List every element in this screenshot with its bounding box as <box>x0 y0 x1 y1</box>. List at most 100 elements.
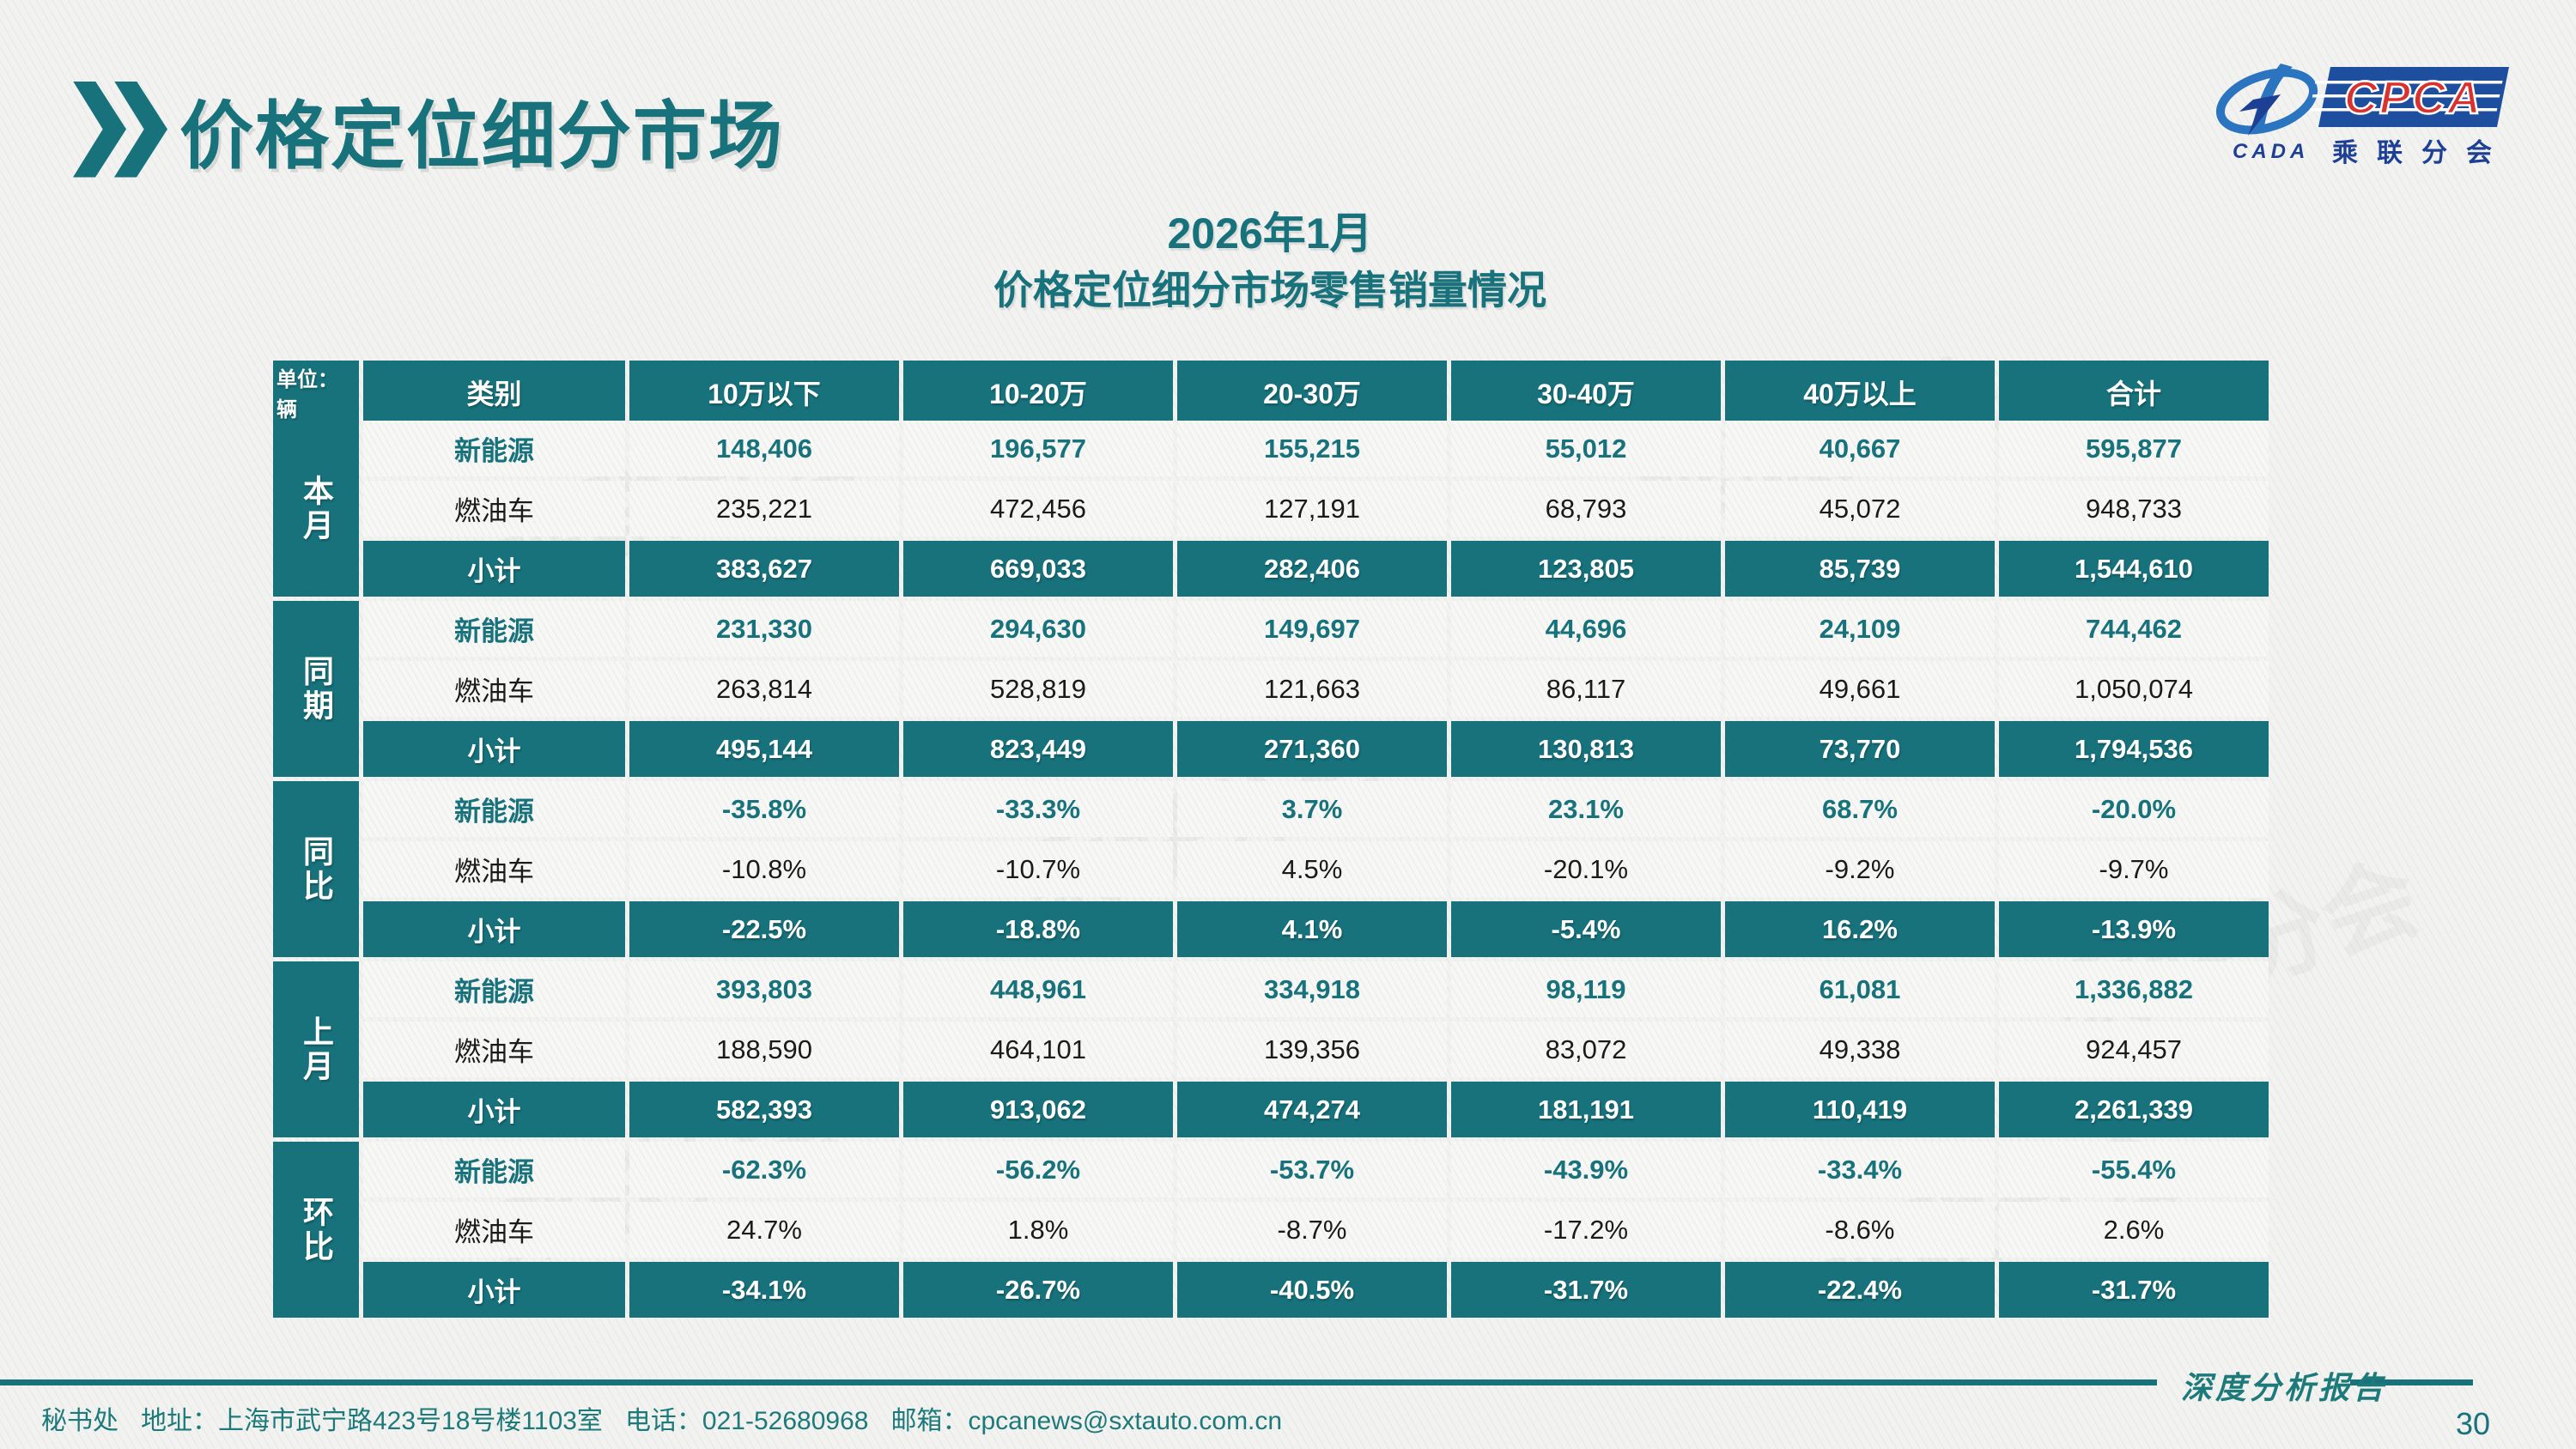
value-cell: -34.1% <box>629 1262 899 1318</box>
value-cell: -35.8% <box>629 781 899 837</box>
value-cell: 40,667 <box>1725 421 1995 476</box>
value-cell: 271,360 <box>1177 721 1447 777</box>
value-cell: 1,544,610 <box>1999 541 2269 597</box>
group-label: 同期 <box>273 601 359 777</box>
value-cell: 948,733 <box>1999 481 2269 537</box>
category-cell: 新能源 <box>363 961 625 1017</box>
column-header: 20-30万 <box>1177 361 1447 424</box>
value-cell: 181,191 <box>1451 1082 1721 1137</box>
value-cell: 263,814 <box>629 661 899 717</box>
value-cell: 45,072 <box>1725 481 1995 537</box>
value-cell: -31.7% <box>1999 1262 2269 1318</box>
category-cell: 燃油车 <box>363 1202 625 1258</box>
table-title-line2: 价格定位细分市场零售销量情况 <box>993 268 1546 312</box>
category-cell: 新能源 <box>363 1142 625 1197</box>
unit-label: 单位：辆 <box>273 361 359 424</box>
value-cell: 1,050,074 <box>1999 661 2269 717</box>
footer-rule <box>0 1379 2157 1385</box>
footer-org: 秘书处 <box>41 1407 118 1435</box>
value-cell: 86,117 <box>1451 661 1721 717</box>
value-cell: -9.7% <box>1999 841 2269 897</box>
category-cell: 新能源 <box>363 421 625 476</box>
value-cell: 2.6% <box>1999 1202 2269 1258</box>
value-cell: 98,119 <box>1451 961 1721 1017</box>
group-label: 本月 <box>273 421 359 597</box>
value-cell: 334,918 <box>1177 961 1447 1017</box>
value-cell: 595,877 <box>1999 421 2269 476</box>
column-header: 10-20万 <box>903 361 1173 424</box>
value-cell: 383,627 <box>629 541 899 597</box>
value-cell: -31.7% <box>1451 1262 1721 1318</box>
chevron-icon <box>73 81 126 178</box>
value-cell: -62.3% <box>629 1142 899 1197</box>
page-title: 价格定位细分市场 <box>179 95 784 178</box>
category-cell: 燃油车 <box>363 661 625 717</box>
value-cell: 4.1% <box>1177 901 1447 957</box>
value-cell: 148,406 <box>629 421 899 476</box>
value-cell: 3.7% <box>1177 781 1447 837</box>
footer-phone: 电话：021-52680968 <box>624 1407 869 1435</box>
value-cell: 474,274 <box>1177 1082 1447 1137</box>
value-cell: 68.7% <box>1725 781 1995 837</box>
category-cell: 小计 <box>363 1262 625 1318</box>
cpca-logo-graphic: CADA CPCA 乘联分会 <box>2215 64 2511 167</box>
value-cell: 231,330 <box>629 601 899 657</box>
page-header: 价格定位细分市场 <box>73 76 784 183</box>
value-cell: 188,590 <box>629 1022 899 1077</box>
value-cell: -10.7% <box>903 841 1173 897</box>
value-cell: -8.6% <box>1725 1202 1995 1258</box>
value-cell: 127,191 <box>1177 481 1447 537</box>
value-cell: -33.4% <box>1725 1142 1995 1197</box>
table-title: 2026年1月 价格定位细分市场零售销量情况 <box>273 204 2267 318</box>
value-cell: 1.8% <box>903 1202 1173 1258</box>
value-cell: -22.5% <box>629 901 899 957</box>
value-cell: 85,739 <box>1725 541 1995 597</box>
value-cell: 823,449 <box>903 721 1173 777</box>
column-header: 类别 <box>363 361 625 424</box>
value-cell: 121,663 <box>1177 661 1447 717</box>
footer-address: 地址：上海市武宁路423号18号楼1103室 <box>141 1407 603 1435</box>
value-cell: 61,081 <box>1725 961 1995 1017</box>
value-cell: 130,813 <box>1451 721 1721 777</box>
value-cell: 913,062 <box>903 1082 1173 1137</box>
footer-rule <box>2350 1379 2473 1385</box>
value-cell: 669,033 <box>903 541 1173 597</box>
category-cell: 小计 <box>363 1082 625 1137</box>
value-cell: 1,794,536 <box>1999 721 2269 777</box>
value-cell: 2,261,339 <box>1999 1082 2269 1137</box>
category-cell: 燃油车 <box>363 481 625 537</box>
value-cell: -33.3% <box>903 781 1173 837</box>
value-cell: 44,696 <box>1451 601 1721 657</box>
column-header: 40万以上 <box>1725 361 1995 424</box>
value-cell: -43.9% <box>1451 1142 1721 1197</box>
page-number: 30 <box>2455 1406 2491 1441</box>
value-cell: 24,109 <box>1725 601 1995 657</box>
value-cell: 472,456 <box>903 481 1173 537</box>
category-cell: 新能源 <box>363 781 625 837</box>
footer-email: 邮箱：cpcanews@sxtauto.com.cn <box>890 1407 1283 1435</box>
logo-subtitle: 乘联分会 <box>2332 139 2511 167</box>
value-cell: 1,336,882 <box>1999 961 2269 1017</box>
value-cell: 448,961 <box>903 961 1173 1017</box>
value-cell: 73,770 <box>1725 721 1995 777</box>
value-cell: 282,406 <box>1177 541 1447 597</box>
value-cell: -56.2% <box>903 1142 1173 1197</box>
cpca-logo: CADA CPCA 乘联分会 <box>2214 57 2514 168</box>
value-cell: -20.1% <box>1451 841 1721 897</box>
category-cell: 小计 <box>363 901 625 957</box>
category-cell: 小计 <box>363 721 625 777</box>
report-label: 深度分析报告 <box>2181 1371 2388 1405</box>
value-cell: -18.8% <box>903 901 1173 957</box>
value-cell: 528,819 <box>903 661 1173 717</box>
value-cell: 139,356 <box>1177 1022 1447 1077</box>
value-cell: 24.7% <box>629 1202 899 1258</box>
value-cell: -26.7% <box>903 1262 1173 1318</box>
value-cell: 235,221 <box>629 481 899 537</box>
value-cell: 123,805 <box>1451 541 1721 597</box>
group-label: 同比 <box>273 781 359 957</box>
column-header: 合计 <box>1999 361 2269 424</box>
value-cell: -53.7% <box>1177 1142 1447 1197</box>
value-cell: -5.4% <box>1451 901 1721 957</box>
value-cell: 16.2% <box>1725 901 1995 957</box>
value-cell: 393,803 <box>629 961 899 1017</box>
